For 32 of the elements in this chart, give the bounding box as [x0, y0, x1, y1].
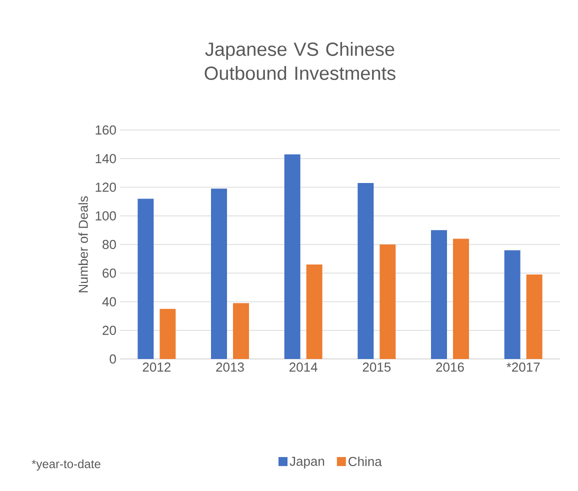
bar: [526, 274, 542, 359]
bar: [504, 250, 520, 359]
bar: [284, 154, 300, 359]
y-tick-label: 40: [102, 297, 116, 306]
y-tick-label: 20: [102, 326, 116, 335]
bar: [160, 308, 176, 359]
bar: [431, 230, 447, 359]
y-tick-label: 80: [102, 240, 116, 250]
chart-title: Japanese VS Chinese Outbound Investments: [204, 42, 396, 80]
y-axis-title: Number of Deals: [78, 196, 88, 292]
bar: [211, 188, 227, 359]
bar: [306, 264, 322, 359]
x-tick-label: 2015: [362, 362, 391, 372]
x-tick-label: 2013: [216, 362, 244, 372]
x-tick-label: 2016: [436, 362, 464, 372]
bar: [453, 238, 469, 359]
x-tick-label: *2017: [506, 362, 540, 372]
x-tick-label: 2012: [142, 362, 170, 372]
x-tick-label: 2014: [290, 362, 318, 372]
y-tick-label: 100: [96, 211, 116, 220]
bar: [380, 244, 396, 359]
legend-label: Japan: [290, 456, 324, 468]
legend-label: China: [348, 456, 382, 466]
bar: [358, 182, 374, 359]
bar: [233, 303, 249, 359]
bar: [138, 198, 154, 359]
text: *year-to-date: [32, 459, 100, 471]
y-tick-label: 120: [96, 182, 116, 192]
y-tick-label: 0: [110, 354, 116, 364]
y-tick-label: 60: [102, 268, 116, 278]
y-tick-label: 140: [96, 154, 116, 164]
y-tick-label: 160: [96, 125, 116, 135]
